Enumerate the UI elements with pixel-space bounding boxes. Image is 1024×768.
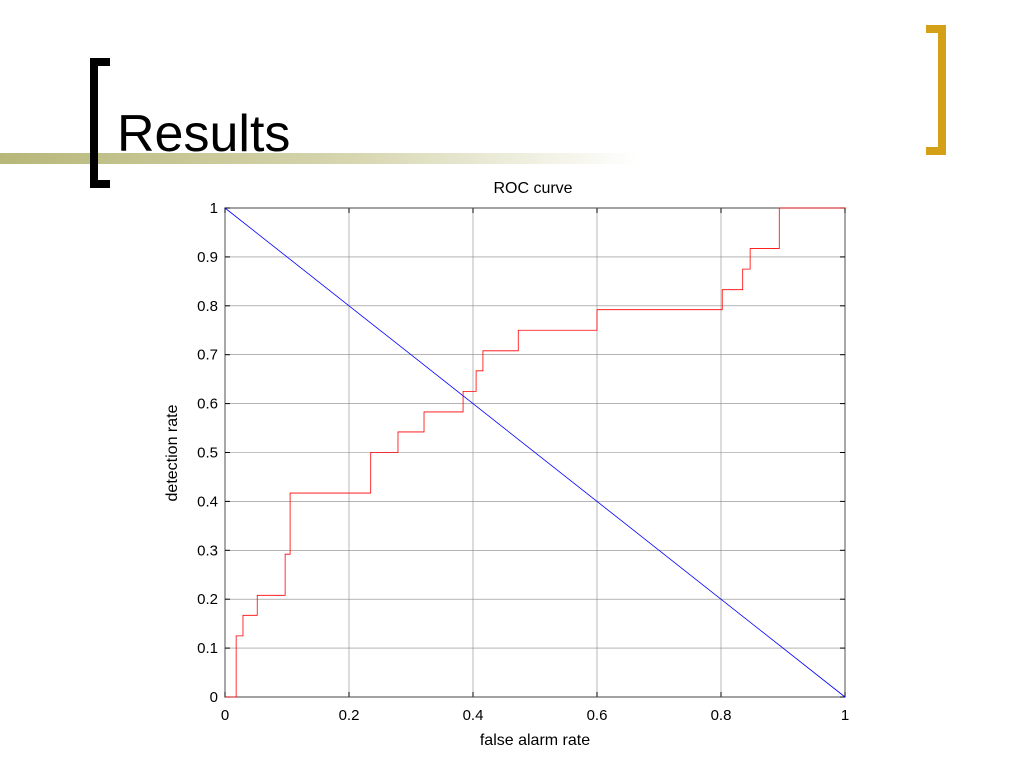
left-bracket <box>90 58 110 188</box>
x-tick-label: 0 <box>221 707 229 724</box>
y-tick-label: 0.8 <box>197 298 218 315</box>
y-tick-label: 0.6 <box>197 396 218 413</box>
y-tick-label: 0.2 <box>197 591 218 608</box>
y-tick-label: 0.9 <box>197 249 218 266</box>
chart-title: ROC curve <box>493 180 572 197</box>
x-tick-label: 0.4 <box>463 707 484 724</box>
line-series <box>225 207 845 698</box>
right-bracket <box>926 25 946 155</box>
line-series <box>224 207 846 698</box>
slide-title: Results <box>117 105 290 163</box>
x-tick-label: 0.6 <box>587 707 608 724</box>
x-tick-label: 1 <box>841 707 849 724</box>
y-tick-label: 0.4 <box>197 493 218 510</box>
y-tick-label: 0.1 <box>197 640 218 657</box>
x-tick-label: 0.2 <box>339 707 360 724</box>
y-tick-label: 1 <box>210 200 218 217</box>
y-tick-label: 0.5 <box>197 445 218 462</box>
x-tick-label: 0.8 <box>711 707 732 724</box>
title-bar <box>0 153 640 164</box>
y-tick-label: 0.7 <box>197 347 218 364</box>
y-tick-label: 0 <box>210 689 218 706</box>
x-axis-label: false alarm rate <box>480 732 590 749</box>
y-axis-label: detection rate <box>164 404 181 501</box>
y-tick-label: 0.3 <box>197 542 218 559</box>
